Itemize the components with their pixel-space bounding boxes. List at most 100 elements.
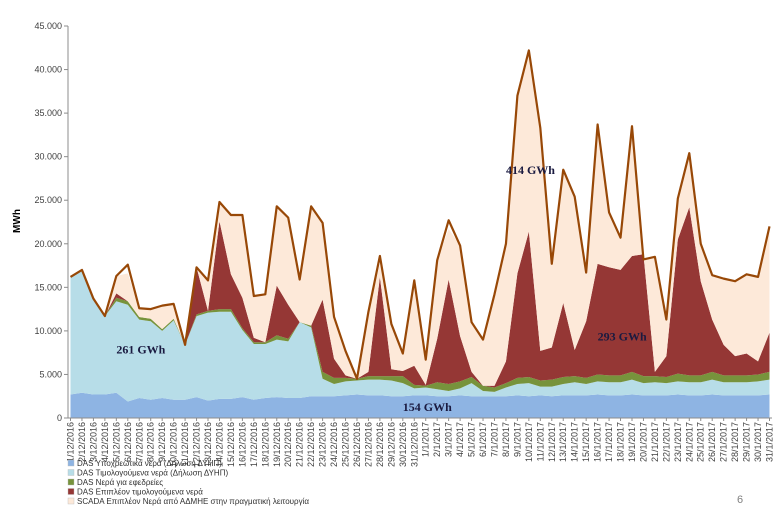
x-tick-label: 24/12/2016 xyxy=(329,422,339,467)
x-tick-label: 7/12/2016 xyxy=(134,422,144,462)
legend-label: DAS Επιπλέον τιμολογούμενα νερά xyxy=(77,488,203,497)
legend-label: SCADA Επιπλέον Νερά από ΑΔΜΗΕ στην πραγμ… xyxy=(77,497,309,506)
x-tick-label: 6/1/2017 xyxy=(478,422,488,457)
x-tick-label: 25/12/2016 xyxy=(341,422,351,467)
x-tick-label: 3/1/2017 xyxy=(444,422,454,457)
x-tick-label: 6/12/2016 xyxy=(123,422,133,462)
y-tick-label: 35.000 xyxy=(34,108,62,118)
x-tick-label: 30/1/2017 xyxy=(753,422,763,462)
x-tick-label: 11/12/2016 xyxy=(180,422,190,466)
x-tick-label: 21/1/2017 xyxy=(650,422,660,462)
y-tick-label: 45.000 xyxy=(34,21,62,31)
x-tick-label: 19/1/2017 xyxy=(627,422,637,462)
x-tick-label: 16/12/2016 xyxy=(237,422,247,467)
y-tick-labels: 0 5.000 10.000 15.000 20.000 25.000 30.000 35.0… xyxy=(34,21,68,423)
x-tick-label: 4/12/2016 xyxy=(100,422,110,462)
total-line-layer xyxy=(69,49,771,380)
x-tick-label: 14/12/2016 xyxy=(214,422,224,467)
area-layers xyxy=(70,50,770,418)
annotation-label: 293 GWh xyxy=(598,329,647,343)
x-tick-label: 21/12/2016 xyxy=(295,422,305,467)
x-tick-label: 19/12/2016 xyxy=(272,422,282,467)
x-tick-label: 26/1/2017 xyxy=(707,422,717,462)
page-number: 6 xyxy=(737,494,743,506)
x-tick-label: 2/1/2017 xyxy=(432,422,442,457)
annotation-label: 154 GWh xyxy=(403,400,452,414)
x-tick-label: 31/1/2017 xyxy=(765,422,775,462)
x-tick-label: 2/12/2016 xyxy=(77,422,87,462)
x-tick-label: 9/12/2016 xyxy=(157,422,167,462)
x-tick-label: 15/1/2017 xyxy=(581,422,591,462)
annotations: 261 GWh 154 GWh 414 GWh 293 GWh xyxy=(116,163,647,414)
x-tick-label: 31/12/2016 xyxy=(409,422,419,467)
total-line xyxy=(69,49,771,380)
x-tick-label: 23/1/2017 xyxy=(673,422,683,462)
area-series-2 xyxy=(70,269,770,402)
x-tick-label: 16/1/2017 xyxy=(593,422,603,462)
x-tick-label: 15/12/2016 xyxy=(226,422,236,467)
x-tick-label: 20/12/2016 xyxy=(283,422,293,467)
y-tick-label: 25.000 xyxy=(34,195,62,205)
x-tick-label: 18/1/2017 xyxy=(616,422,626,462)
x-tick-label: 27/1/2017 xyxy=(719,422,729,462)
x-tick-label: 14/1/2017 xyxy=(570,422,580,462)
y-tick-label: 20.000 xyxy=(34,239,62,249)
x-tick-label: 12/12/2016 xyxy=(192,422,202,467)
x-tick-label: 29/12/2016 xyxy=(386,422,396,467)
x-tick-label: 17/12/2016 xyxy=(249,422,259,467)
x-tick-label: 10/1/2017 xyxy=(524,422,534,462)
x-tick-label: 29/1/2017 xyxy=(742,422,752,462)
area-series-5 xyxy=(70,50,770,386)
x-tick-label: 11/1/2017 xyxy=(535,422,545,461)
area-series-3 xyxy=(70,269,770,392)
x-tick-labels: 1/12/2016 2/12/2016 3/12/2016 4/12/2016 5/12… xyxy=(66,418,775,467)
y-tick-label: 10.000 xyxy=(34,326,62,336)
x-tick-label: 27/12/2016 xyxy=(363,422,373,467)
x-tick-label: 28/1/2017 xyxy=(730,422,740,462)
legend-swatch xyxy=(67,488,75,495)
y-tick-label: 5.000 xyxy=(39,369,62,379)
y-tick-label: 15.000 xyxy=(34,282,62,292)
x-tick-label: 8/12/2016 xyxy=(146,422,156,462)
legend-swatch xyxy=(67,459,75,467)
x-tick-label: 3/12/2016 xyxy=(88,422,98,462)
x-tick-label: 7/1/2017 xyxy=(489,422,499,457)
x-tick-label: 9/1/2017 xyxy=(512,422,522,457)
x-tick-label: 20/1/2017 xyxy=(638,422,648,462)
x-tick-label: 23/12/2016 xyxy=(318,422,328,467)
x-tick-label: 22/1/2017 xyxy=(661,422,671,462)
legend-swatch xyxy=(67,478,75,486)
x-tick-label: 5/12/2016 xyxy=(111,422,121,462)
area-series-4 xyxy=(70,207,770,388)
legend-label: DAS Τιμολογούμενα νερά (Δήλωση ΔΥΗΠ) xyxy=(77,469,228,478)
x-tick-label: 17/1/2017 xyxy=(604,422,614,462)
x-tick-label: 1/12/2016 xyxy=(66,422,76,462)
legend-swatch xyxy=(67,469,75,476)
y-axis-title: MWh xyxy=(12,209,23,233)
annotation-label: 414 GWh xyxy=(506,163,555,177)
annotation-label: 261 GWh xyxy=(116,343,165,357)
x-tick-label: 30/12/2016 xyxy=(398,422,408,467)
x-tick-label: 22/12/2016 xyxy=(306,422,316,467)
x-tick-label: 5/1/2017 xyxy=(467,422,477,457)
x-tick-label: 13/1/2017 xyxy=(558,422,568,462)
x-tick-label: 28/12/2016 xyxy=(375,422,385,467)
x-tick-label: 25/1/2017 xyxy=(696,422,706,462)
y-tick-label: 30.000 xyxy=(34,152,62,162)
x-tick-label: 12/1/2017 xyxy=(547,422,557,462)
x-tick-label: 4/1/2017 xyxy=(455,422,465,457)
x-tick-label: 24/1/2017 xyxy=(684,422,694,462)
legend: DAS Υποχρεωτικά νερά (Δήλωση ΔΥΗΠ)DAS Τι… xyxy=(67,459,309,506)
y-tick-label: 0 xyxy=(57,413,62,423)
x-tick-label: 10/12/2016 xyxy=(169,422,179,467)
x-tick-label: 18/12/2016 xyxy=(260,422,270,467)
x-tick-label: 26/12/2016 xyxy=(352,422,362,467)
x-tick-label: 1/1/2017 xyxy=(421,422,431,457)
area-series-1 xyxy=(70,392,770,418)
x-tick-label: 8/1/2017 xyxy=(501,422,511,457)
legend-label: DAS Νερά για εφεδρείες xyxy=(77,478,163,487)
x-tick-label: 13/12/2016 xyxy=(203,422,213,467)
legend-swatch xyxy=(67,497,75,505)
y-tick-label: 40.000 xyxy=(34,65,62,75)
